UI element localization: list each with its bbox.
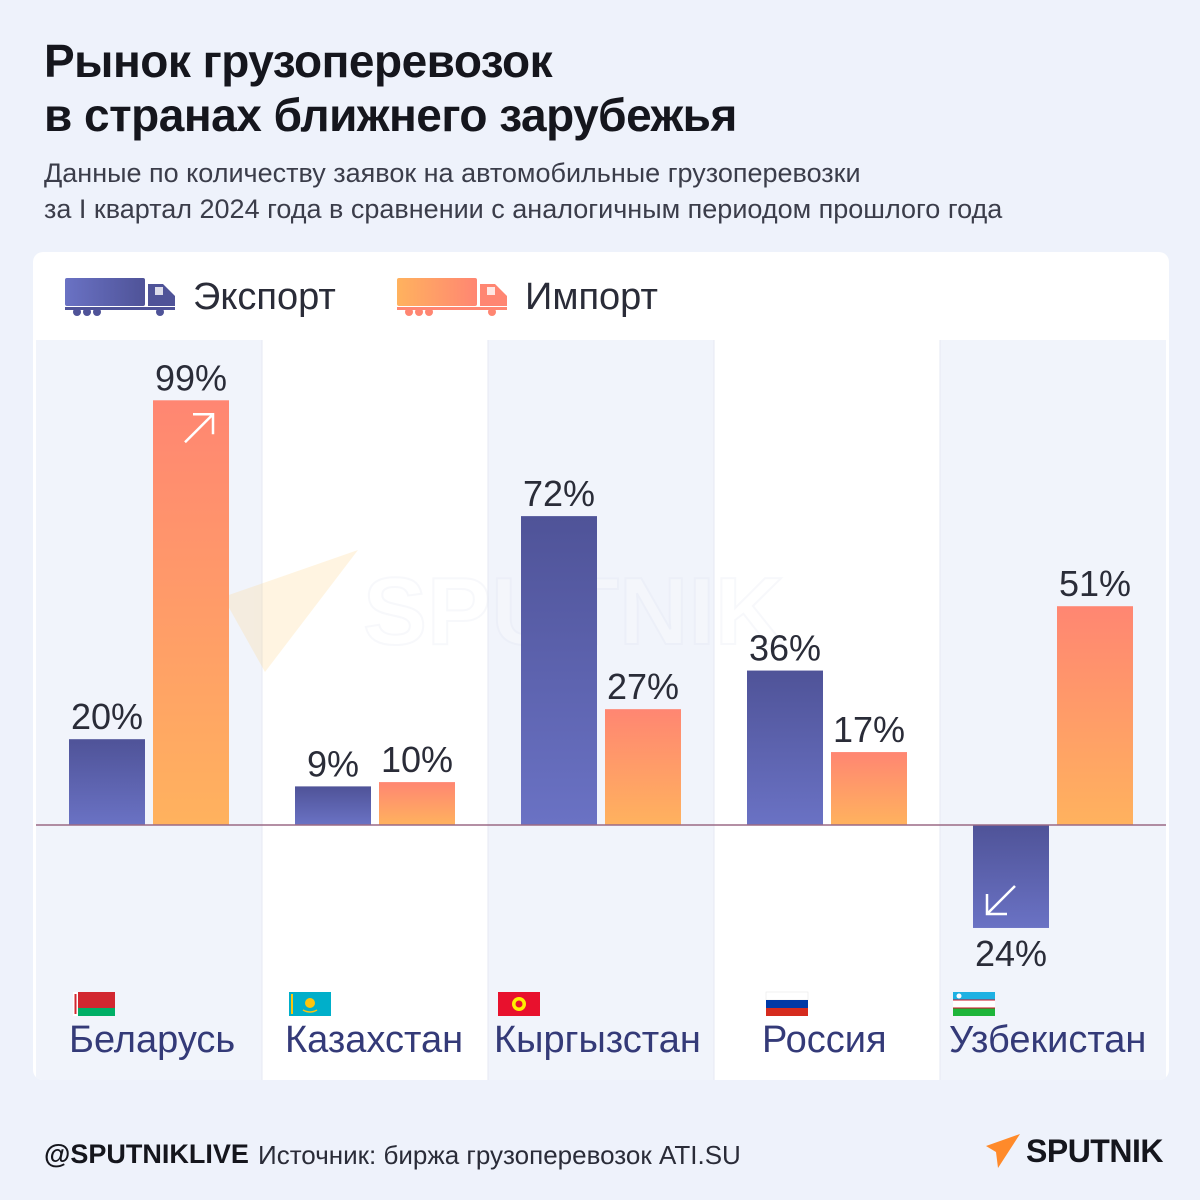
bar-export-3	[747, 670, 823, 825]
brand-name: SPUTNIK	[1026, 1132, 1163, 1169]
page-subtitle-line-2: за I квартал 2024 года в сравнении с ана…	[44, 194, 1003, 224]
bar-export-4	[973, 825, 1049, 928]
page-subtitle-line-1: Данные по количеству заявок на автомобил…	[44, 158, 861, 188]
bar-import-1	[379, 782, 455, 825]
arrow-down-left-icon	[985, 885, 1016, 916]
category-label-казахстан: Казахстан	[285, 1019, 463, 1061]
category-label-россия: Россия	[762, 1019, 887, 1061]
footer-handle: @SPUTNIKLIVE	[44, 1139, 249, 1169]
sputnik-logo-icon	[986, 1134, 1020, 1168]
data-label: 10%	[381, 739, 453, 780]
bar-import-2	[605, 709, 681, 825]
bar-export-0	[69, 739, 145, 825]
uzbekistan-flag-icon	[953, 992, 995, 1016]
category-label-узбекистан: Узбекистан	[949, 1019, 1146, 1061]
legend-import-label: Импорт	[525, 275, 658, 318]
page-subtitle: Данные по количеству заявок на автомобил…	[44, 155, 1002, 227]
data-label: 72%	[523, 473, 595, 514]
data-label: 36%	[749, 628, 821, 669]
page-title-line-2: в странах ближнего зарубежья	[44, 89, 737, 141]
sputnik-watermark-icon	[223, 550, 358, 672]
legend-import: Импорт	[395, 274, 658, 320]
russia-flag-icon	[765, 991, 809, 1016]
brand-logo: SPUTNIK	[984, 1132, 1163, 1170]
arrow-up-right-icon	[184, 413, 215, 444]
footer-source: Источник: биржа грузоперевозок ATI.SU	[258, 1140, 741, 1170]
legend-export: Экспорт	[63, 274, 336, 320]
data-label: 51%	[1059, 563, 1131, 604]
bar-import-4	[1057, 606, 1133, 825]
data-label: 24%	[975, 933, 1047, 974]
legend-export-label: Экспорт	[193, 275, 336, 318]
belarus-flag-icon	[73, 992, 115, 1016]
truck-import-icon	[397, 278, 507, 316]
bar-chart: SPUTNIK 20%99%9%10%72%27%36%17%24%51% Бе…	[36, 340, 1166, 1080]
data-label: 9%	[307, 743, 359, 784]
kyrgyzstan-flag-icon	[498, 992, 540, 1016]
truck-export-icon	[65, 278, 175, 316]
page-title: Рынок грузоперевозок в странах ближнего …	[44, 34, 737, 142]
page-title-line-1: Рынок грузоперевозок	[44, 35, 553, 87]
category-label-кыргызстан: Кыргызстан	[494, 1019, 701, 1061]
kazakhstan-flag-icon	[289, 992, 331, 1016]
chart-card: SPUTNIK 20%99%9%10%72%27%36%17%24%51% Бе…	[33, 252, 1169, 1080]
bar-export-1	[295, 786, 371, 825]
column-panel	[262, 340, 488, 1080]
data-label: 99%	[155, 357, 227, 398]
bar-import-0	[153, 400, 229, 825]
data-label: 27%	[607, 666, 679, 707]
bar-import-3	[831, 752, 907, 825]
data-label: 17%	[833, 709, 905, 750]
data-label: 20%	[71, 696, 143, 737]
category-label-беларусь: Беларусь	[69, 1019, 235, 1061]
bar-export-2	[521, 516, 597, 825]
